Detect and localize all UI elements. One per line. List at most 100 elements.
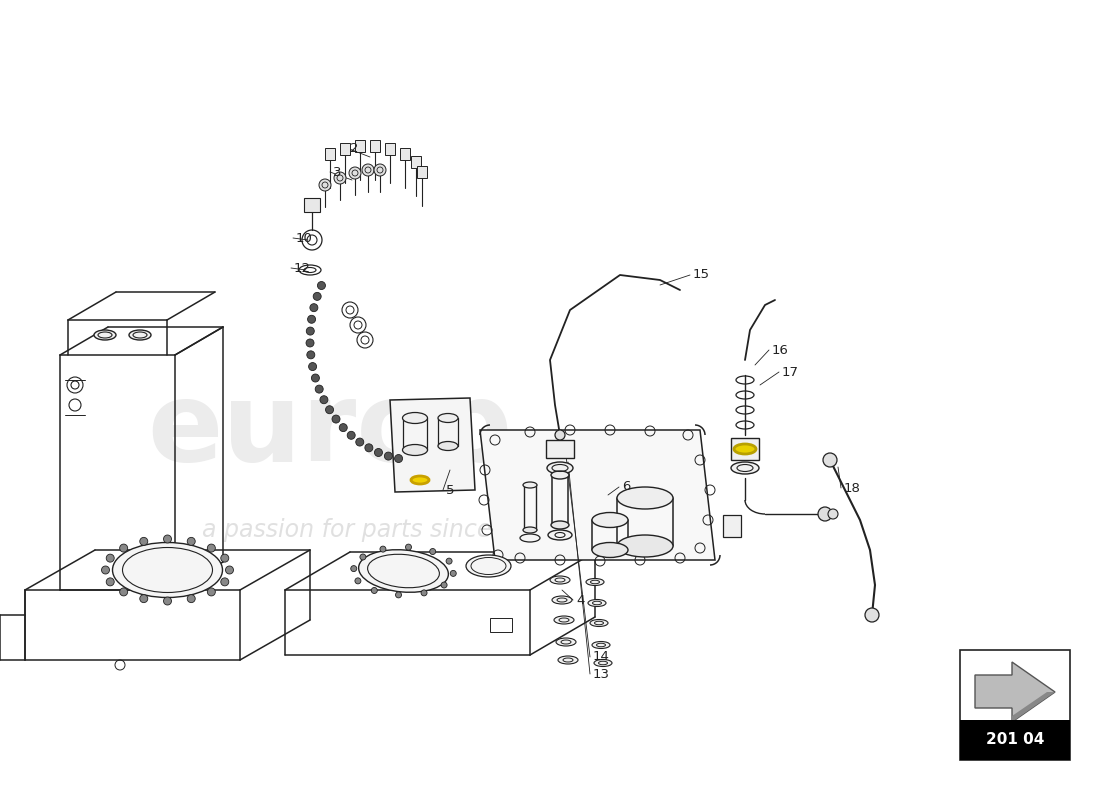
Text: europ: europ bbox=[147, 377, 513, 483]
Text: a passion for parts since 1985: a passion for parts since 1985 bbox=[201, 518, 559, 542]
Bar bbox=[370, 140, 379, 152]
Circle shape bbox=[101, 566, 110, 574]
Bar bbox=[385, 143, 395, 155]
Circle shape bbox=[360, 554, 366, 560]
Circle shape bbox=[311, 374, 319, 382]
Bar bbox=[732, 438, 759, 460]
Circle shape bbox=[120, 588, 128, 596]
Ellipse shape bbox=[617, 487, 673, 509]
Circle shape bbox=[349, 167, 361, 179]
Ellipse shape bbox=[129, 330, 151, 340]
Ellipse shape bbox=[734, 444, 756, 454]
Text: 16: 16 bbox=[772, 343, 789, 357]
Circle shape bbox=[450, 570, 456, 576]
Circle shape bbox=[865, 608, 879, 622]
Bar bbox=[960, 720, 1070, 760]
Circle shape bbox=[226, 566, 233, 574]
Circle shape bbox=[332, 415, 340, 423]
Circle shape bbox=[308, 315, 316, 323]
Circle shape bbox=[447, 558, 452, 564]
Circle shape bbox=[107, 554, 114, 562]
Circle shape bbox=[351, 566, 356, 572]
Bar bbox=[304, 198, 320, 212]
Ellipse shape bbox=[403, 445, 428, 455]
Circle shape bbox=[307, 351, 315, 359]
Text: 15: 15 bbox=[693, 269, 710, 282]
Text: 12: 12 bbox=[294, 262, 311, 274]
Ellipse shape bbox=[592, 513, 628, 527]
Circle shape bbox=[818, 507, 832, 521]
Circle shape bbox=[556, 430, 565, 440]
Bar bbox=[490, 618, 512, 632]
Bar bbox=[324, 148, 336, 160]
Circle shape bbox=[430, 549, 436, 554]
Polygon shape bbox=[480, 430, 715, 560]
Bar bbox=[546, 440, 574, 458]
Ellipse shape bbox=[359, 550, 449, 592]
Circle shape bbox=[310, 304, 318, 312]
Circle shape bbox=[362, 164, 374, 176]
Ellipse shape bbox=[556, 638, 576, 646]
Circle shape bbox=[406, 544, 411, 550]
Ellipse shape bbox=[94, 330, 115, 340]
Circle shape bbox=[441, 582, 447, 588]
Bar bbox=[411, 156, 421, 168]
Ellipse shape bbox=[594, 659, 612, 666]
Ellipse shape bbox=[438, 442, 458, 450]
Ellipse shape bbox=[554, 616, 574, 624]
Bar bbox=[960, 650, 1070, 760]
Circle shape bbox=[306, 339, 313, 347]
Circle shape bbox=[306, 327, 315, 335]
Circle shape bbox=[318, 282, 326, 290]
Circle shape bbox=[164, 535, 172, 543]
Circle shape bbox=[309, 362, 317, 370]
Circle shape bbox=[355, 438, 364, 446]
Circle shape bbox=[207, 588, 216, 596]
Ellipse shape bbox=[411, 476, 429, 484]
Circle shape bbox=[319, 179, 331, 191]
Text: 18: 18 bbox=[844, 482, 861, 494]
Text: 14: 14 bbox=[593, 650, 609, 663]
Polygon shape bbox=[975, 662, 1055, 722]
Circle shape bbox=[348, 431, 355, 439]
Polygon shape bbox=[390, 398, 475, 492]
Bar bbox=[400, 148, 410, 160]
Ellipse shape bbox=[588, 599, 606, 606]
Ellipse shape bbox=[112, 542, 222, 598]
Ellipse shape bbox=[558, 656, 578, 664]
Ellipse shape bbox=[552, 596, 572, 604]
Ellipse shape bbox=[592, 542, 628, 558]
Text: 2: 2 bbox=[350, 142, 359, 154]
Ellipse shape bbox=[548, 530, 572, 540]
Ellipse shape bbox=[403, 413, 428, 423]
Ellipse shape bbox=[590, 619, 608, 626]
Text: 17: 17 bbox=[782, 366, 799, 378]
Ellipse shape bbox=[466, 555, 512, 577]
Circle shape bbox=[207, 544, 216, 552]
Polygon shape bbox=[1012, 692, 1055, 722]
Circle shape bbox=[187, 594, 195, 602]
Circle shape bbox=[372, 587, 377, 594]
Circle shape bbox=[828, 509, 838, 519]
Circle shape bbox=[120, 544, 128, 552]
Circle shape bbox=[334, 172, 346, 184]
Circle shape bbox=[823, 453, 837, 467]
Circle shape bbox=[326, 406, 333, 414]
Circle shape bbox=[365, 444, 373, 452]
Circle shape bbox=[107, 578, 114, 586]
Circle shape bbox=[374, 164, 386, 176]
Circle shape bbox=[395, 454, 403, 462]
Ellipse shape bbox=[592, 642, 611, 649]
Text: 4: 4 bbox=[576, 594, 584, 606]
Bar bbox=[340, 143, 350, 155]
Circle shape bbox=[355, 578, 361, 584]
Bar bbox=[723, 515, 741, 537]
Circle shape bbox=[140, 538, 147, 546]
Text: 13: 13 bbox=[593, 667, 611, 681]
Ellipse shape bbox=[586, 578, 604, 586]
Circle shape bbox=[221, 578, 229, 586]
Bar bbox=[355, 140, 365, 152]
Text: 10: 10 bbox=[296, 231, 312, 245]
Text: 3: 3 bbox=[333, 166, 341, 178]
Circle shape bbox=[140, 594, 147, 602]
